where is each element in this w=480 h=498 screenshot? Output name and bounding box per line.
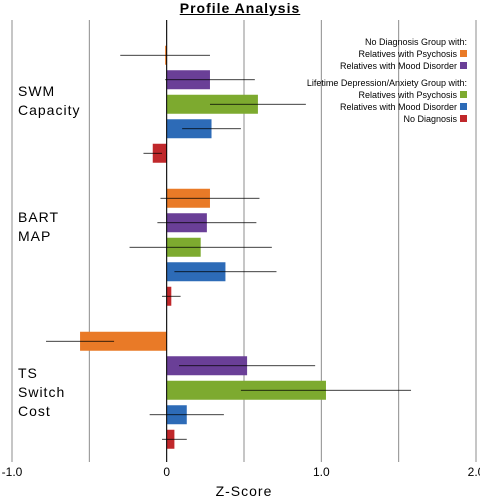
- legend-swatch-4: [460, 115, 467, 122]
- category-labels: SWM Capacity BART MAP TS Switch Cost: [18, 83, 80, 419]
- legend-header-0: No Diagnosis Group with:: [365, 37, 467, 47]
- category-label-1-0: BART: [18, 209, 59, 225]
- legend-swatch-2: [460, 91, 467, 98]
- category-label-2-0: TS: [18, 365, 38, 381]
- category-label-1-1: MAP: [18, 228, 51, 244]
- legend-label-4: No Diagnosis: [403, 114, 457, 124]
- legend-label-0: Relatives with Psychosis: [358, 49, 457, 59]
- legend-label-2: Relatives with Psychosis: [358, 90, 457, 100]
- legend-swatch-1: [460, 62, 467, 69]
- category-label-2-1: Switch: [18, 384, 65, 400]
- legend-label-3: Relatives with Mood Disorder: [340, 102, 457, 112]
- legend-swatch-0: [460, 50, 467, 57]
- chart-title: Profile Analysis: [179, 0, 301, 16]
- tick-label-2: 0: [163, 465, 170, 479]
- tick-label-4: 1.0: [313, 465, 330, 479]
- tick-label-0: -1.0: [2, 465, 23, 479]
- legend-label-1: Relatives with Mood Disorder: [340, 61, 457, 71]
- category-label-0-1: Capacity: [18, 102, 80, 118]
- category-label-2-2: Cost: [18, 403, 51, 419]
- x-tick-labels: -1.0 0 1.0 2.0: [2, 465, 480, 479]
- legend: No Diagnosis Group with: Relatives with P…: [307, 37, 467, 124]
- error-bars: [46, 54, 412, 440]
- x-axis-label: Z-Score: [216, 483, 273, 498]
- bar-2-0: [80, 331, 167, 351]
- category-label-0-0: SWM: [18, 83, 55, 99]
- tick-label-6: 2.0: [468, 465, 480, 479]
- legend-swatch-3: [460, 103, 467, 110]
- legend-header-1: Lifetime Depression/Anxiety Group with:: [307, 78, 467, 88]
